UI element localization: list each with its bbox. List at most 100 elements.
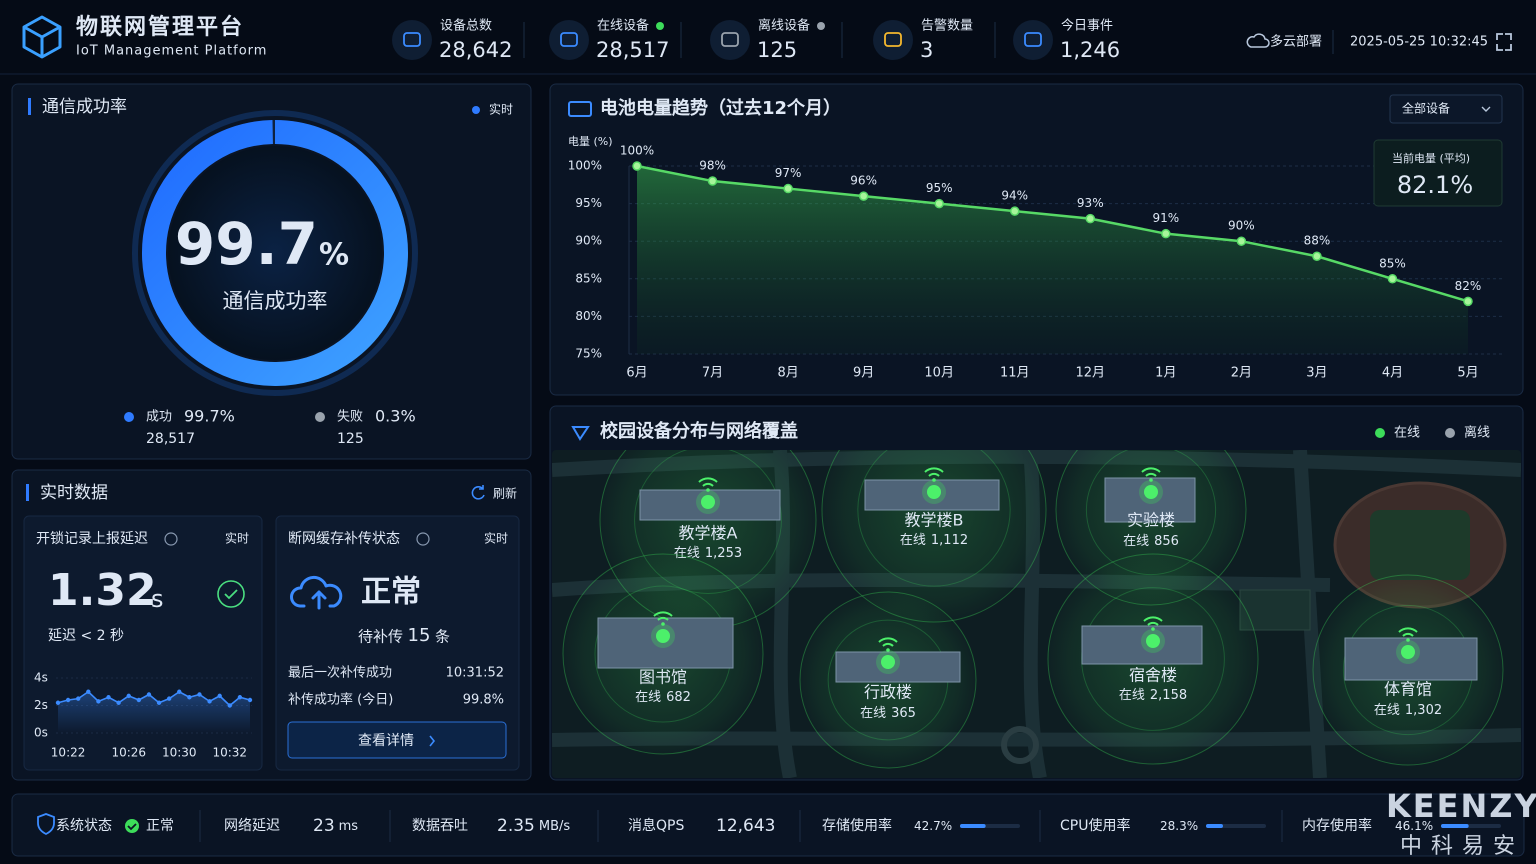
x-tick-label: 10:22 (51, 746, 86, 760)
mini-point (237, 695, 243, 700)
details-button[interactable] (287, 721, 507, 759)
mini-point (96, 699, 101, 704)
metric-value: 23 ms (313, 816, 358, 836)
stat-icon-bg (710, 20, 750, 60)
usage-bar (960, 824, 986, 828)
wifi-icon (1141, 467, 1161, 477)
building-name: 教学楼B (905, 511, 964, 530)
legend-dot (1375, 428, 1385, 438)
cloud-upload-icon (290, 575, 343, 610)
mini-point (217, 693, 222, 699)
legend-name: 离线 (1464, 425, 1490, 441)
watermark-name: 中科易安 (1400, 834, 1524, 859)
panel-title: 校园设备分布与网络覆盖 (600, 420, 798, 442)
y-tick-label: 2s (34, 698, 48, 712)
legend-count: 28,517 (146, 431, 195, 447)
mini-point (187, 695, 192, 700)
wifi-dot (932, 478, 936, 482)
latency-value: 1.32 (48, 565, 157, 616)
building (1344, 637, 1478, 681)
building-online: 在线 856 (1123, 534, 1179, 549)
filter-dropdown[interactable] (1389, 94, 1503, 124)
app-subtitle: IoT Management Platform (76, 44, 267, 59)
value-label: 93% (1077, 196, 1104, 210)
cloud-icon (1246, 33, 1270, 48)
wifi-dot (886, 648, 890, 652)
building-online: 在线 1,302 (1374, 703, 1442, 718)
battery-point (1161, 228, 1171, 239)
device-dot (1401, 645, 1415, 659)
row-label: 补传成功率 (今日) (288, 692, 393, 708)
wifi-icon (924, 467, 944, 477)
wifi-icon (653, 611, 673, 621)
y-tick-label: 85% (575, 271, 602, 285)
device-dot (701, 495, 715, 509)
row-label: 最后一次补传成功 (288, 665, 392, 681)
battery-point (707, 176, 718, 186)
app-title: 物联网管理平台 (76, 14, 244, 40)
online-count: 1,253 (705, 546, 742, 561)
legend-dot (124, 412, 134, 422)
wifi-dot (1406, 638, 1410, 642)
mini-point (65, 697, 71, 703)
value-label: 88% (1304, 234, 1331, 248)
gauge-arc (142, 120, 408, 386)
building-name: 教学楼A (679, 524, 738, 543)
shield-icon (37, 813, 55, 836)
stat-value: 28,517 (596, 38, 669, 62)
device-dot (881, 655, 895, 669)
battery-point (1236, 236, 1247, 246)
metric-value: 2.35 MB/s (497, 816, 570, 836)
metric-unit: MB/s (539, 819, 571, 834)
badge: 实时 (489, 102, 513, 117)
mini-point (207, 699, 212, 704)
gauge-unit: % (319, 238, 349, 273)
stat-label: 设备总数 (440, 18, 492, 34)
x-tick-label: 4月 (1382, 366, 1403, 381)
x-tick-label: 2月 (1231, 366, 1252, 381)
usage-label: CPU使用率 (1060, 817, 1130, 834)
status-value: 正常 (146, 818, 174, 834)
stat-icon-bg (549, 20, 589, 60)
wifi-dot (661, 622, 665, 626)
gauge-label: 通信成功率 (223, 289, 328, 313)
usage-number: 28.3 (1160, 819, 1187, 833)
battery-area (637, 166, 1468, 354)
mini-point (247, 697, 253, 703)
y-tick-label: 80% (575, 309, 602, 323)
stat-value: 125 (757, 38, 797, 62)
details-button-label[interactable]: 查看详情 (358, 733, 414, 749)
x-tick-label: 12月 (1075, 366, 1105, 381)
metric-value: 12,643 (716, 816, 775, 836)
online-label: 在线 (900, 533, 926, 548)
device-dot (656, 629, 670, 643)
stat-label: 在线设备 (597, 18, 649, 34)
metric-label: 网络延迟 (224, 818, 280, 834)
x-tick-label: 5月 (1457, 366, 1478, 381)
panel-title: 电池电量趋势（过去12个月） (600, 97, 841, 119)
y-axis-label: 电量 (%) (568, 135, 613, 148)
value-label: 95% (926, 181, 953, 195)
y-tick-label: 100% (568, 159, 602, 173)
value-label: 91% (1152, 211, 1179, 225)
wifi-icon (1398, 627, 1418, 637)
filter-label[interactable]: 全部设备 (1402, 101, 1450, 116)
pending-count: 15 (408, 625, 431, 646)
battery-point (783, 183, 793, 194)
battery-point (632, 161, 642, 171)
current-box (1373, 139, 1503, 207)
battery-point (1463, 296, 1473, 307)
refresh-button[interactable]: 刷新 (493, 486, 517, 501)
building-online: 在线 2,158 (1119, 688, 1187, 703)
mini-point (177, 689, 182, 694)
map-roundabout (1001, 726, 1039, 764)
info-icon (164, 532, 178, 546)
fullscreen-icon[interactable] (1496, 33, 1512, 51)
check-icon (217, 580, 245, 608)
legend-name: 成功 (146, 410, 172, 425)
value-label: 100% (620, 144, 654, 158)
y-tick-label: 0s (34, 726, 48, 740)
value-label: 97% (775, 166, 802, 180)
current-label: 当前电量 (平均) (1392, 151, 1470, 165)
